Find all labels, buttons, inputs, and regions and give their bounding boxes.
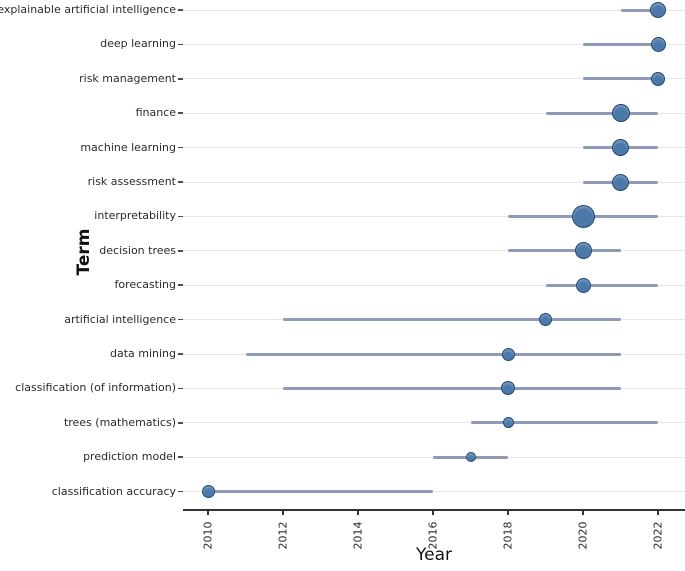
term-bubble (571, 204, 595, 228)
x-axis-tick (357, 511, 359, 515)
year-range-line (208, 490, 433, 494)
year-range-line (283, 386, 621, 390)
term-bubble (501, 347, 515, 361)
y-axis-term-label: risk management (79, 71, 176, 85)
year-range-line (583, 77, 658, 81)
year-range-line (470, 421, 658, 425)
y-axis-tick (178, 215, 183, 218)
y-axis-term-label: classification accuracy (51, 484, 176, 498)
y-axis-term-label: decision trees (99, 243, 176, 257)
x-axis-tick-label: 2022 (651, 521, 665, 550)
x-axis-tick (657, 511, 659, 515)
y-axis-tick (178, 490, 183, 493)
y-axis-term-label: forecasting (114, 278, 177, 292)
row-gridline (183, 284, 685, 286)
y-axis-tick (178, 353, 183, 355)
x-axis-tick-label: 2020 (576, 521, 590, 550)
x-axis-tick (282, 511, 284, 515)
row-gridline (183, 9, 685, 11)
x-axis-line (183, 509, 685, 511)
y-axis-term-label: interpretability (94, 209, 176, 223)
term-bubble (612, 173, 629, 191)
term-bubble (611, 104, 630, 123)
x-axis-tick (507, 511, 509, 515)
term-bubble (575, 277, 591, 293)
y-axis-tick (178, 78, 183, 80)
row-gridline (183, 215, 685, 217)
y-axis-tick (178, 146, 183, 149)
y-axis-term-label: explainable artificial intelligence (0, 3, 176, 16)
year-range-line (245, 352, 621, 356)
term-bubble (201, 485, 215, 499)
x-axis-tick-label: 2014 (351, 521, 365, 550)
x-axis-tick-label: 2012 (276, 521, 290, 550)
y-axis-tick (178, 422, 183, 424)
row-gridline (183, 147, 685, 149)
x-axis-tick-label: 2018 (501, 521, 515, 550)
y-axis-term-label: classification (of information) (15, 381, 176, 395)
term-bubble (502, 417, 514, 429)
row-gridline (183, 43, 685, 45)
row-gridline (183, 112, 685, 114)
term-bubble (650, 36, 666, 52)
row-gridline (183, 78, 685, 80)
row-gridline (183, 250, 685, 252)
year-range-line (545, 111, 658, 115)
y-axis-term-label: risk assessment (87, 175, 176, 188)
x-axis-tick-label: 2010 (201, 521, 215, 550)
term-bubble (465, 452, 476, 463)
y-axis-tick (178, 250, 183, 252)
x-axis-tick-label: 2016 (426, 521, 440, 550)
term-bubble (612, 139, 629, 157)
x-axis-tick (582, 511, 584, 515)
y-axis-term-label: prediction model (83, 450, 176, 464)
y-axis-term-label: deep learning (100, 37, 176, 51)
term-bubble (539, 313, 552, 327)
year-range-line (545, 283, 658, 287)
year-range-line (283, 318, 621, 322)
term-bubble (574, 242, 592, 260)
year-range-line (508, 249, 621, 253)
row-gridline (183, 181, 685, 183)
y-axis-tick (178, 43, 183, 46)
y-axis-tick (178, 318, 183, 321)
x-axis-tick (432, 511, 434, 515)
y-axis-term-label: machine learning (80, 140, 176, 154)
year-range-line (620, 8, 658, 12)
y-axis-tick (178, 456, 183, 458)
term-bubble (651, 71, 665, 86)
y-axis-term-label: finance (135, 106, 176, 120)
row-gridline (183, 491, 685, 493)
term-bubble (650, 2, 666, 18)
y-axis-title: Term (74, 228, 94, 276)
y-axis-tick (178, 181, 183, 183)
x-axis-title: Year (416, 545, 452, 565)
year-range-line (583, 42, 658, 46)
term-bubble (501, 381, 515, 396)
y-axis-term-label: artificial intelligence (64, 312, 176, 326)
plot-area (183, 0, 685, 510)
y-axis-tick (178, 284, 183, 286)
row-gridline (183, 422, 685, 424)
y-axis-tick (178, 387, 183, 390)
y-axis-tick (178, 9, 183, 11)
y-axis-term-label: data mining (109, 347, 176, 360)
y-axis-tick (178, 112, 183, 114)
x-axis-tick (207, 511, 209, 515)
y-axis-term-label: trees (mathematics) (63, 415, 176, 429)
